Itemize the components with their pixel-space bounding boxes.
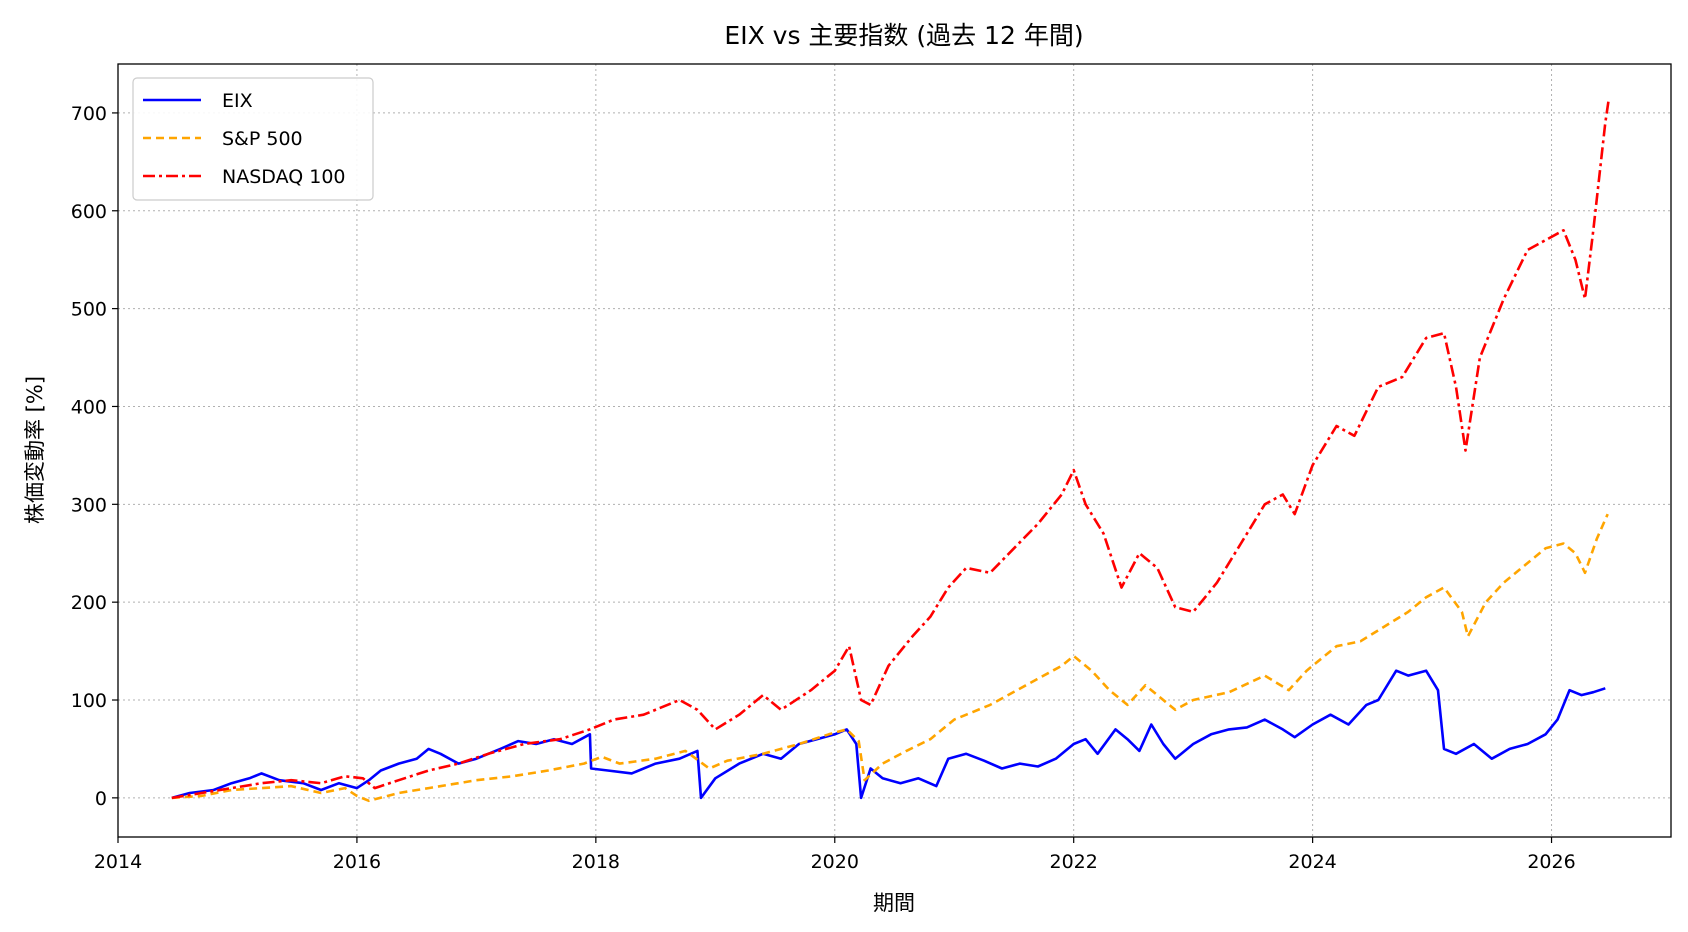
x-tick-label: 2018 bbox=[572, 851, 620, 873]
legend-label-eix: EIX bbox=[222, 90, 253, 112]
y-tick-label: 600 bbox=[71, 201, 107, 223]
series-line-s-p-500 bbox=[171, 513, 1609, 803]
x-tick-label: 2022 bbox=[1050, 851, 1098, 873]
y-tick-label: 400 bbox=[71, 396, 107, 418]
x-axis-label: 期間 bbox=[873, 891, 915, 915]
series-line-eix bbox=[171, 669, 1606, 800]
x-tick-label: 2020 bbox=[811, 851, 859, 873]
y-tick-label: 100 bbox=[71, 690, 107, 712]
chart-title: EIX vs 主要指数 (過去 12 年間) bbox=[724, 21, 1083, 50]
y-tick-label: 200 bbox=[71, 592, 107, 614]
x-tick-label: 2024 bbox=[1288, 851, 1336, 873]
series-lines bbox=[171, 98, 1611, 803]
y-tick-label: 500 bbox=[71, 299, 107, 321]
legend-label-nasdaq-100: NASDAQ 100 bbox=[222, 166, 346, 188]
x-tick-label: 2014 bbox=[94, 851, 142, 873]
y-axis-label: 株価変動率 [%] bbox=[23, 376, 47, 524]
y-tick-label: 300 bbox=[71, 494, 107, 516]
plot-frame bbox=[117, 63, 1672, 838]
legend-label-s-p-500: S&P 500 bbox=[222, 128, 303, 150]
x-axis-ticks: 2014 2016 2018 2020 2022 2024 2026 bbox=[94, 837, 1576, 873]
x-tick-label: 2016 bbox=[333, 851, 381, 873]
y-tick-label: 0 bbox=[95, 788, 107, 810]
y-axis-ticks: 0 100 200 300 400 500 600 700 bbox=[71, 103, 118, 810]
series-line-nasdaq-100 bbox=[171, 98, 1611, 800]
y-tick-label: 700 bbox=[71, 103, 107, 125]
x-tick-label: 2026 bbox=[1527, 851, 1575, 873]
legend: EIX S&P 500 NASDAQ 100 bbox=[132, 77, 374, 201]
legend-frame bbox=[132, 77, 374, 201]
